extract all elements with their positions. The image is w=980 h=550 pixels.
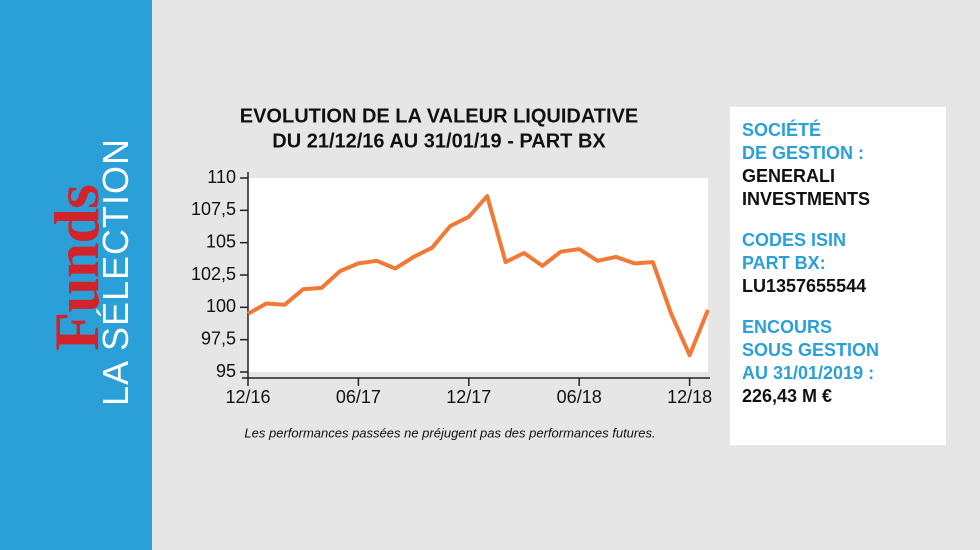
y-tick-label: 110 [207, 167, 236, 187]
y-tick-label: 95 [216, 361, 236, 381]
info-value: LU1357655544 [742, 276, 867, 296]
y-tick-label: 105 [206, 231, 236, 251]
data-line [247, 194, 710, 358]
info-label: CODES ISIN [742, 230, 847, 250]
info-panel: SOCIÉTÉ DE GESTION : GENERALI INVESTMENTS CO… [730, 107, 946, 445]
x-tick-label: 12/17 [446, 387, 491, 407]
info-label: SOCIÉTÉ [742, 120, 822, 140]
info-value: INVESTMENTS [742, 189, 871, 209]
sidebar-subtitle: LA SÉLECTION [95, 137, 136, 407]
y-tick-label: 102,5 [191, 264, 236, 284]
footnote: Les performances passées ne préjugent pa… [244, 425, 655, 440]
chart-title: EVOLUTION DE LA VALEUR LIQUIDATIVE [240, 105, 639, 127]
sidebar: Funds LA SÉLECTION [0, 0, 152, 550]
chart: EVOLUTION DE LA VALEUR LIQUIDATIVE DU 21… [191, 105, 712, 440]
x-tick-label: 12/18 [667, 387, 712, 407]
x-tick-label: 12/16 [225, 387, 270, 407]
info-label: SOUS GESTION [742, 340, 880, 360]
chart-subtitle: DU 21/12/16 AU 31/01/19 - PART BX [272, 130, 606, 152]
info-label: AU 31/01/2019 : [742, 363, 875, 383]
info-label: PART BX: [742, 253, 826, 273]
x-tick-label: 06/18 [557, 387, 602, 407]
y-tick-label: 100 [206, 296, 236, 316]
plot-area [248, 178, 708, 372]
y-tick-label: 107,5 [191, 199, 236, 219]
info-value: GENERALI [742, 166, 836, 186]
info-label: ENCOURS [742, 317, 833, 337]
x-tick-label: 06/17 [336, 387, 381, 407]
info-value: 226,43 M € [742, 386, 833, 406]
info-label: DE GESTION : [742, 143, 865, 163]
y-tick-label: 97,5 [201, 328, 236, 348]
